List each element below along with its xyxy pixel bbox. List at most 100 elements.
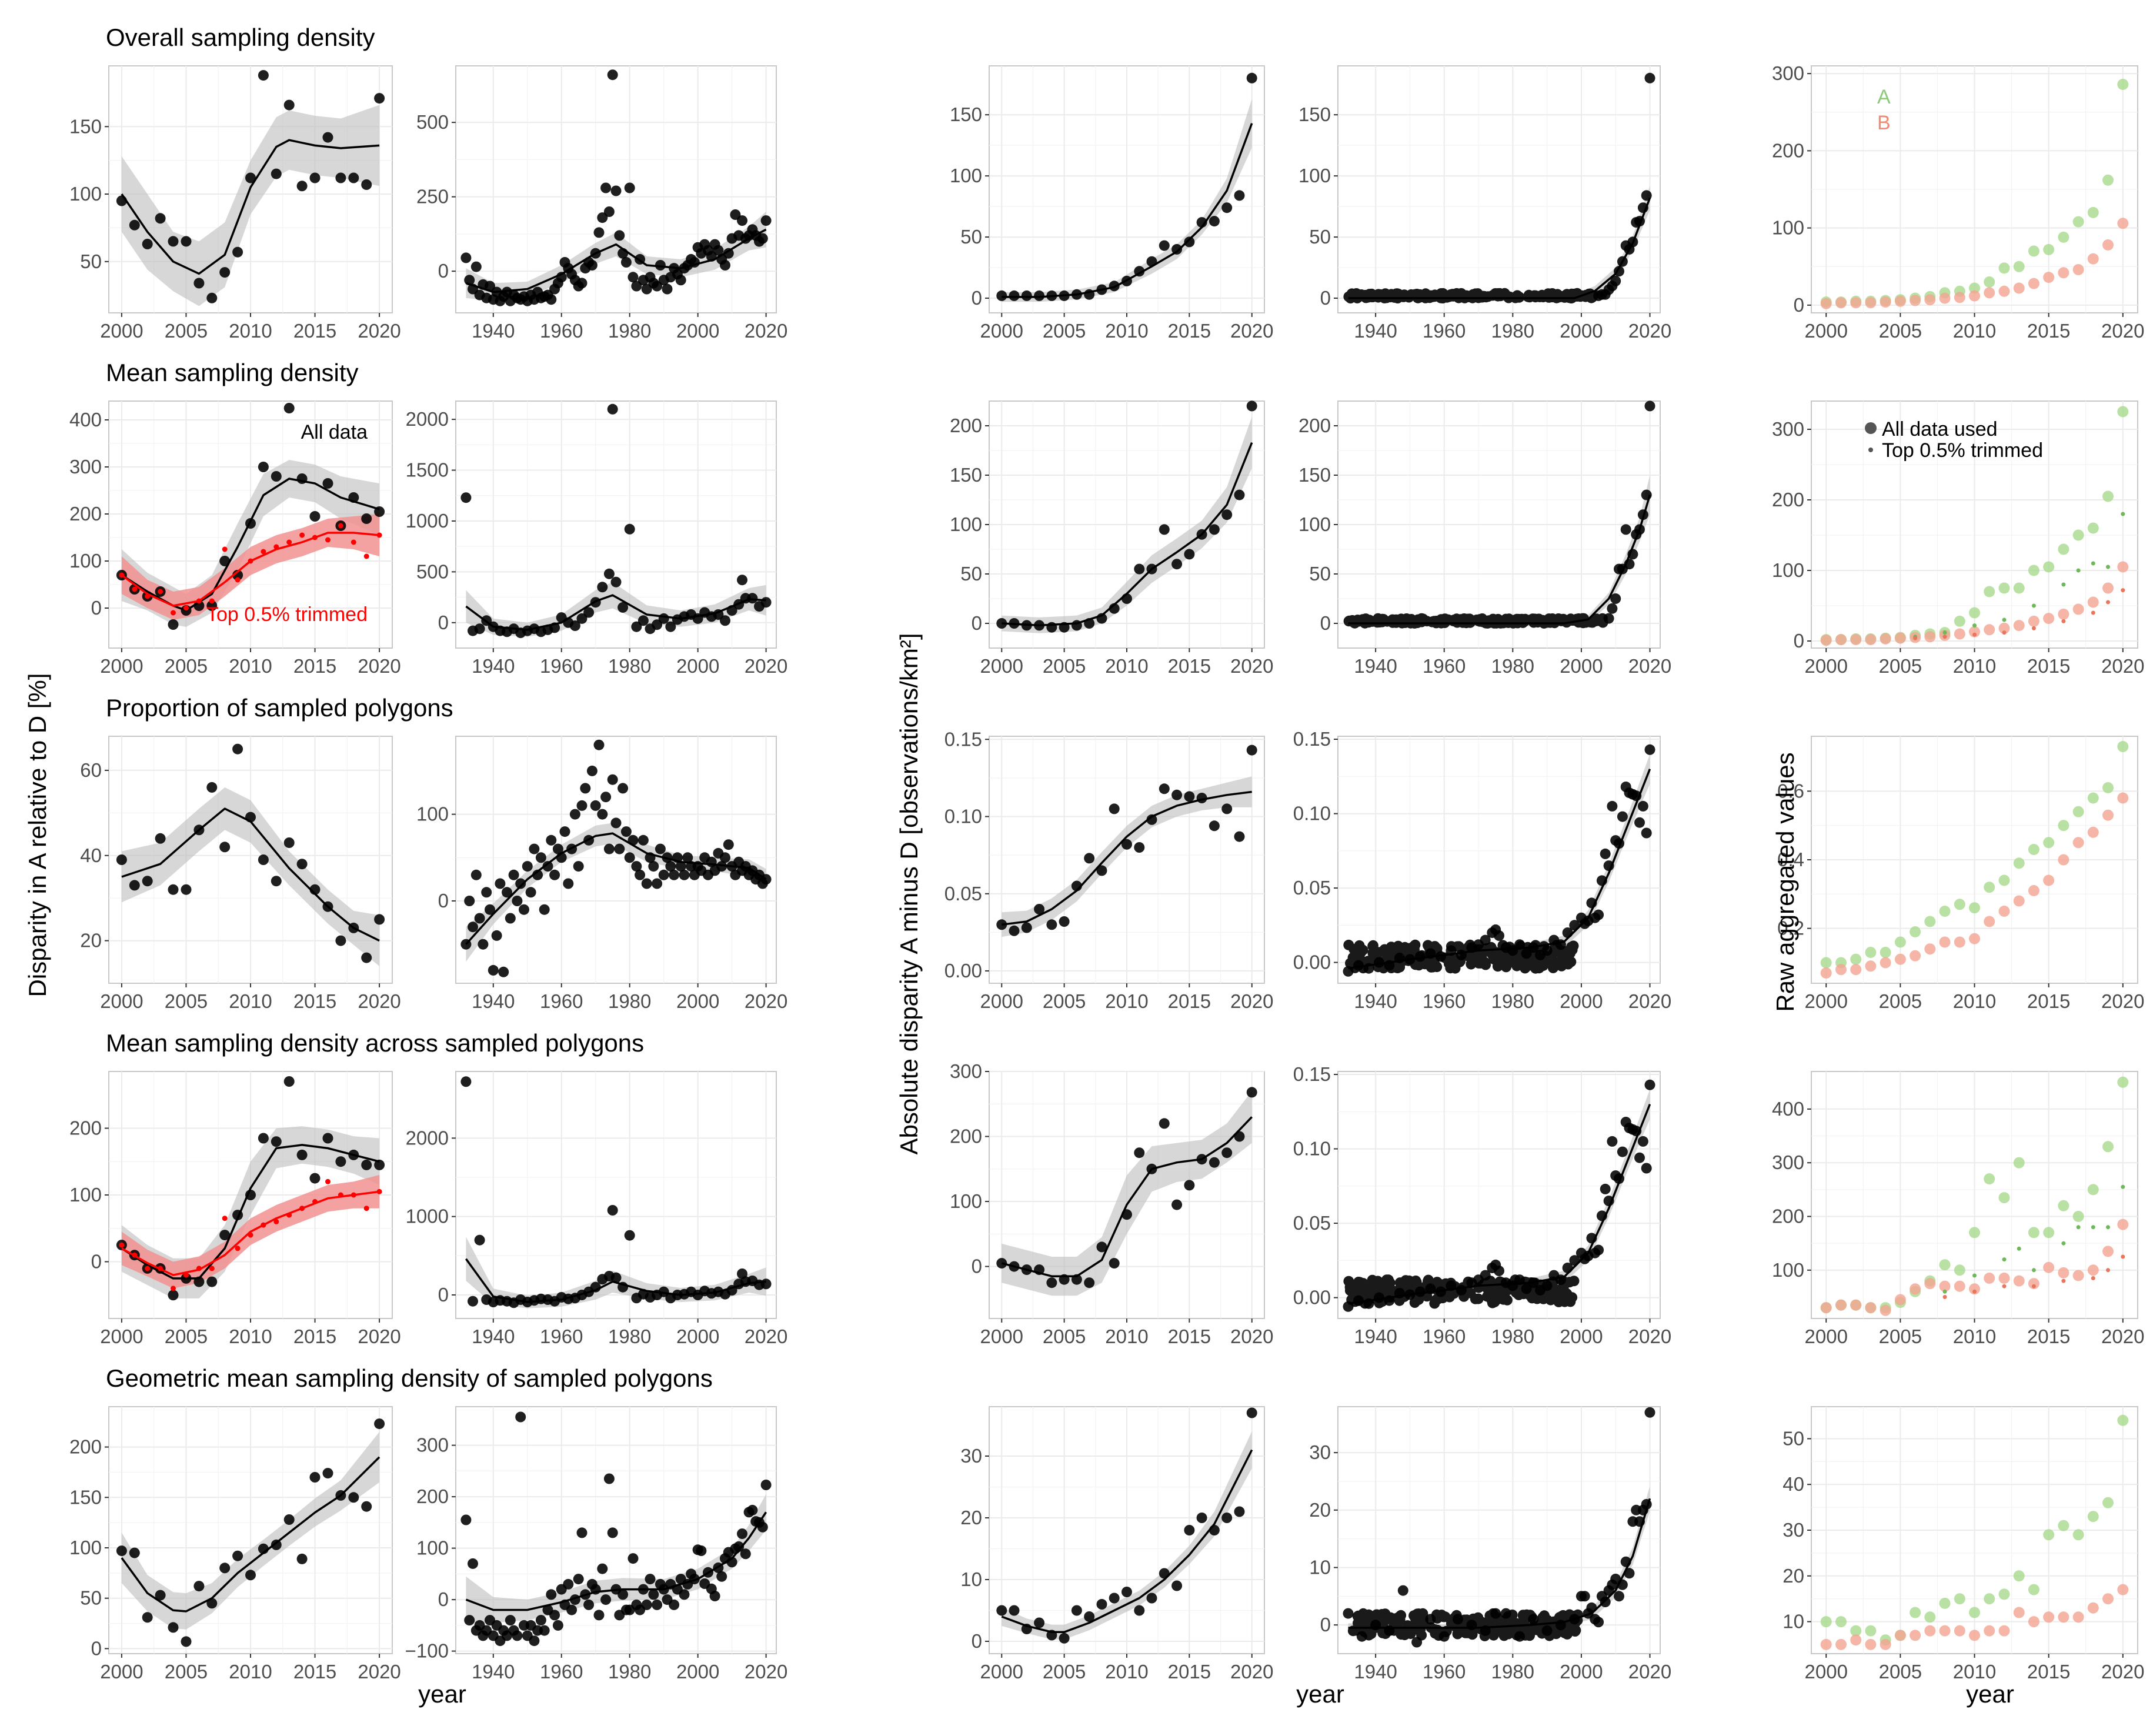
x-tick-label: 2000 [1805, 1326, 1848, 1347]
data-point-dense [1445, 963, 1456, 974]
data-point [1134, 1147, 1145, 1159]
ylabel-raw: Raw aggregated values [1771, 752, 1799, 1011]
data-point [512, 896, 523, 906]
data-point [1617, 811, 1628, 822]
data-point [713, 245, 724, 256]
raw-point-a [1998, 1588, 2010, 1600]
data-point-dense [1404, 1621, 1415, 1632]
data-point [610, 1272, 622, 1283]
data-point [1221, 803, 1233, 814]
raw-point-b [1880, 1638, 1891, 1650]
y-tick-label: 0 [972, 612, 982, 634]
raw-point-a [1865, 947, 1877, 958]
raw-trimmed-point-a [2091, 561, 2095, 566]
data-point [996, 1605, 1007, 1616]
x-tick-label: 2020 [1230, 655, 1273, 677]
x-tick-label: 2015 [1168, 655, 1211, 677]
data-point [283, 1514, 295, 1525]
raw-trimmed-point-b [2121, 1254, 2125, 1259]
raw-trimmed-point-b [1942, 635, 1947, 639]
raw-point-b [1880, 1304, 1891, 1316]
x-tick-label: 2010 [229, 990, 272, 1012]
data-point [129, 1547, 140, 1558]
raw-point-b [1969, 933, 1980, 944]
raw-point-b [1984, 1273, 1995, 1284]
data-point [637, 615, 649, 626]
y-tick-label: 20 [960, 1507, 982, 1528]
raw-point-b [2028, 1616, 2039, 1628]
ylabel-relative: Disparity in A relative to D [%] [24, 673, 51, 997]
raw-point-a [2028, 1584, 2039, 1595]
y-tick-label: 300 [1772, 62, 1804, 84]
y-tick-label: 50 [1309, 563, 1331, 585]
trimmed-data-point [338, 1192, 343, 1198]
y-tick-label: 20 [80, 930, 102, 952]
data-point [645, 1574, 656, 1585]
data-point [470, 869, 482, 880]
data-point [374, 914, 385, 925]
raw-point-a [1998, 874, 2010, 886]
data-point [460, 1076, 472, 1087]
x-tick-label: 2005 [165, 655, 208, 677]
x-tick-label: 2010 [1953, 655, 1996, 677]
x-tick-label: 1960 [540, 990, 583, 1012]
data-point-dense [1378, 292, 1390, 303]
data-point [468, 1296, 478, 1307]
trimmed-data-point [145, 593, 151, 599]
data-point [271, 876, 282, 887]
data-point [549, 869, 560, 880]
smooth-line [1001, 1116, 1253, 1277]
data-point [607, 1205, 618, 1216]
raw-point-a [2028, 844, 2039, 855]
raw-point-b [2072, 1611, 2084, 1623]
x-tick-label: 2020 [745, 990, 787, 1012]
data-point-dense [1548, 962, 1558, 973]
data-point-dense [1539, 1610, 1550, 1621]
raw-point-b [1998, 622, 2010, 634]
y-tick-label: 0 [972, 1630, 982, 1652]
raw-point-b [1939, 1625, 1951, 1637]
raw-point-b [1969, 1283, 1980, 1295]
raw-point-a [2072, 1529, 2084, 1541]
confidence-band [1002, 1431, 1252, 1640]
x-tick-label: 2015 [2027, 655, 2070, 677]
data-point [658, 613, 669, 624]
raw-point-b [1835, 1638, 1847, 1650]
y-tick-label: 0 [1794, 294, 1804, 316]
y-tick-label: 1000 [406, 510, 449, 532]
x-tick-label: 2015 [2027, 320, 2070, 342]
x-tick-label: 2000 [100, 990, 143, 1012]
data-point [1159, 783, 1170, 794]
x-tick-label: 1960 [1423, 990, 1466, 1012]
x-tick-label: 2010 [229, 1661, 272, 1682]
data-point [675, 861, 686, 872]
raw-trimmed-point-a [2106, 565, 2110, 569]
trimmed-data-point [299, 1206, 305, 1211]
data-point [502, 887, 512, 898]
data-point [535, 852, 546, 863]
data-point [669, 869, 680, 880]
x-tick-label: 1980 [608, 320, 651, 342]
y-tick-label: 40 [1783, 1473, 1804, 1495]
data-point [1096, 1241, 1107, 1253]
data-point [652, 878, 663, 889]
data-point [1614, 1591, 1624, 1602]
data-point [1134, 563, 1145, 575]
panel-r2c4: 1940 1960 1980 2000 2020 0 50 100 150 200 [1299, 400, 1671, 677]
data-point [624, 852, 635, 863]
trimmed-data-point [183, 1272, 189, 1278]
data-point [168, 884, 179, 895]
trimmed-data-point [261, 1222, 266, 1228]
data-point [1184, 549, 1195, 560]
data-point [335, 1156, 346, 1167]
x-tick-label: 2005 [1879, 655, 1922, 677]
data-point [505, 1615, 516, 1626]
data-point-dense [1353, 1618, 1363, 1629]
data-point [1021, 290, 1032, 301]
data-point [374, 1418, 385, 1430]
y-tick-label: 200 [69, 1117, 102, 1139]
data-point [1425, 1614, 1436, 1625]
raw-point-a [2087, 1511, 2099, 1523]
raw-point-a [2028, 1227, 2039, 1238]
x-tick-label: 2015 [2027, 990, 2070, 1012]
